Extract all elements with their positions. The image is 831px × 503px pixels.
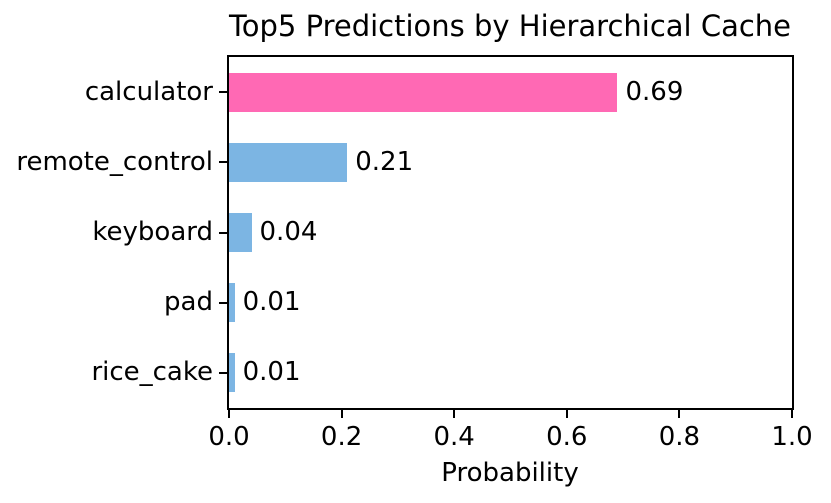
y-tick-label-keyboard: keyboard xyxy=(92,217,213,247)
bar-value-label-calculator: 0.69 xyxy=(625,76,684,107)
bar-rice_cake xyxy=(229,353,235,393)
bar-calculator xyxy=(229,72,618,112)
y-tick-mark xyxy=(219,301,227,304)
x-tick-mark xyxy=(565,410,568,418)
chart-title: Top5 Predictions by Hierarchical Cache xyxy=(228,9,792,43)
y-tick-label-pad: pad xyxy=(164,287,213,318)
y-tick-mark xyxy=(219,91,227,94)
x-tick-mark xyxy=(678,410,681,418)
plot-area xyxy=(227,55,794,410)
x-tick-label-0.8: 0.8 xyxy=(658,422,701,452)
x-tick-mark xyxy=(453,410,456,418)
y-tick-mark xyxy=(219,371,227,374)
y-tick-label-remote_control: remote_control xyxy=(16,146,213,177)
x-tick-mark xyxy=(791,410,793,418)
bar-value-label-pad: 0.01 xyxy=(242,287,301,318)
bar-value-label-rice_cake: 0.01 xyxy=(242,357,301,388)
y-tick-label-calculator: calculator xyxy=(84,76,213,107)
x-tick-mark xyxy=(228,410,230,418)
x-tick-label-1.0: 1.0 xyxy=(771,422,813,452)
bar-remote_control xyxy=(229,142,348,182)
bar-keyboard xyxy=(229,213,252,252)
x-tick-label-0.2: 0.2 xyxy=(320,422,363,452)
bar-pad xyxy=(229,283,235,323)
x-tick-label-0.0: 0.0 xyxy=(208,422,250,452)
y-tick-mark xyxy=(219,161,227,164)
x-axis-label: Probability xyxy=(441,458,579,488)
bar-value-label-keyboard: 0.04 xyxy=(259,217,318,247)
x-tick-mark xyxy=(340,410,343,418)
y-tick-label-rice_cake: rice_cake xyxy=(91,357,213,388)
bar-value-label-remote_control: 0.21 xyxy=(355,146,414,177)
x-tick-label-0.4: 0.4 xyxy=(433,422,475,452)
y-tick-mark xyxy=(219,231,227,234)
x-tick-label-0.6: 0.6 xyxy=(546,422,588,452)
